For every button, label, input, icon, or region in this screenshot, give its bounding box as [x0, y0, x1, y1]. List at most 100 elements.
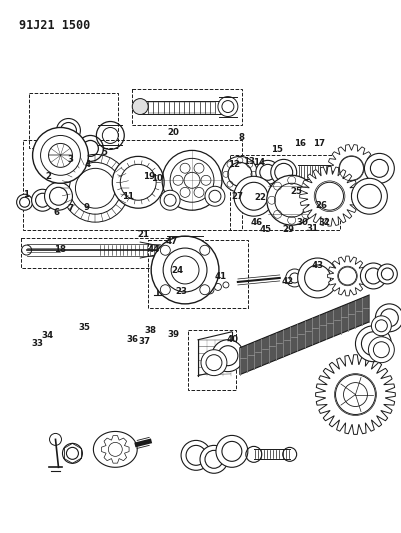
- Circle shape: [379, 309, 397, 327]
- Circle shape: [151, 236, 219, 304]
- Circle shape: [62, 443, 82, 463]
- Circle shape: [369, 159, 387, 177]
- Text: 30: 30: [295, 219, 307, 228]
- Polygon shape: [93, 431, 137, 467]
- Circle shape: [304, 265, 330, 291]
- Polygon shape: [327, 144, 375, 192]
- Polygon shape: [101, 435, 129, 463]
- Circle shape: [205, 186, 224, 206]
- Text: 42: 42: [280, 277, 292, 286]
- Text: 25: 25: [290, 187, 302, 196]
- Text: 33: 33: [31, 339, 43, 348]
- Circle shape: [217, 346, 237, 366]
- Text: 36: 36: [127, 335, 139, 344]
- Text: 91J21 1500: 91J21 1500: [18, 19, 90, 32]
- Circle shape: [82, 140, 98, 156]
- Text: 46: 46: [250, 219, 263, 228]
- Text: 18: 18: [54, 245, 66, 254]
- Text: 12: 12: [227, 160, 239, 169]
- Circle shape: [112, 156, 164, 208]
- Text: 35: 35: [79, 323, 91, 332]
- Circle shape: [77, 135, 103, 161]
- Text: 40: 40: [226, 335, 238, 344]
- Circle shape: [371, 316, 390, 336]
- Circle shape: [49, 187, 67, 205]
- Text: 45: 45: [259, 225, 271, 234]
- Text: 44: 44: [147, 245, 160, 254]
- Text: 29: 29: [282, 225, 294, 234]
- Circle shape: [381, 268, 392, 280]
- Text: 41: 41: [214, 271, 226, 280]
- Circle shape: [221, 156, 257, 192]
- Text: 17: 17: [312, 139, 324, 148]
- Circle shape: [164, 194, 176, 206]
- Circle shape: [120, 164, 156, 200]
- Circle shape: [354, 326, 390, 362]
- Text: 31: 31: [306, 224, 318, 233]
- Circle shape: [20, 197, 30, 207]
- Text: 22: 22: [254, 193, 265, 202]
- Circle shape: [57, 118, 80, 142]
- Text: 8: 8: [237, 133, 243, 142]
- Text: 5: 5: [101, 148, 107, 157]
- Circle shape: [16, 194, 32, 210]
- Circle shape: [217, 96, 237, 117]
- Circle shape: [365, 268, 381, 284]
- Circle shape: [274, 163, 292, 181]
- Circle shape: [255, 160, 279, 184]
- Circle shape: [266, 175, 316, 225]
- Text: 11: 11: [122, 192, 134, 201]
- Circle shape: [66, 447, 78, 459]
- Circle shape: [270, 159, 296, 185]
- Circle shape: [367, 337, 393, 362]
- Circle shape: [205, 354, 221, 370]
- Text: 19: 19: [143, 172, 154, 181]
- Circle shape: [360, 263, 385, 289]
- Circle shape: [41, 135, 80, 175]
- Circle shape: [211, 340, 243, 372]
- Circle shape: [285, 269, 303, 287]
- Text: 24: 24: [170, 266, 182, 275]
- Circle shape: [221, 441, 241, 462]
- Text: 2: 2: [45, 172, 51, 181]
- Circle shape: [350, 179, 387, 214]
- Circle shape: [297, 258, 337, 298]
- Text: 9: 9: [83, 203, 89, 212]
- Text: 13: 13: [243, 157, 255, 166]
- Circle shape: [289, 273, 299, 283]
- Text: 14: 14: [252, 158, 265, 167]
- Circle shape: [186, 446, 205, 465]
- Text: 39: 39: [167, 330, 179, 339]
- Circle shape: [200, 446, 227, 473]
- Text: 37: 37: [138, 337, 150, 346]
- Circle shape: [274, 183, 308, 217]
- Text: 38: 38: [145, 326, 156, 335]
- Circle shape: [364, 154, 393, 183]
- Text: 15: 15: [271, 145, 282, 154]
- Circle shape: [200, 350, 226, 376]
- Circle shape: [377, 264, 396, 284]
- Polygon shape: [239, 295, 369, 375]
- Text: 7: 7: [67, 204, 73, 213]
- Circle shape: [375, 320, 387, 332]
- Text: 10: 10: [151, 174, 162, 183]
- Polygon shape: [299, 166, 358, 226]
- Text: 1: 1: [22, 190, 28, 199]
- Circle shape: [45, 182, 72, 210]
- Circle shape: [360, 332, 385, 356]
- Circle shape: [60, 123, 76, 139]
- Circle shape: [32, 127, 88, 183]
- Text: 43: 43: [311, 261, 323, 270]
- Text: 47: 47: [166, 237, 178, 246]
- Text: 16: 16: [294, 139, 306, 148]
- Text: 34: 34: [42, 331, 54, 340]
- Circle shape: [132, 99, 148, 115]
- Text: 6: 6: [54, 208, 60, 217]
- Circle shape: [233, 176, 273, 216]
- Circle shape: [32, 189, 53, 211]
- Circle shape: [375, 304, 401, 332]
- Circle shape: [35, 193, 49, 207]
- Circle shape: [205, 450, 223, 469]
- Text: 3: 3: [68, 155, 74, 164]
- Circle shape: [215, 435, 247, 467]
